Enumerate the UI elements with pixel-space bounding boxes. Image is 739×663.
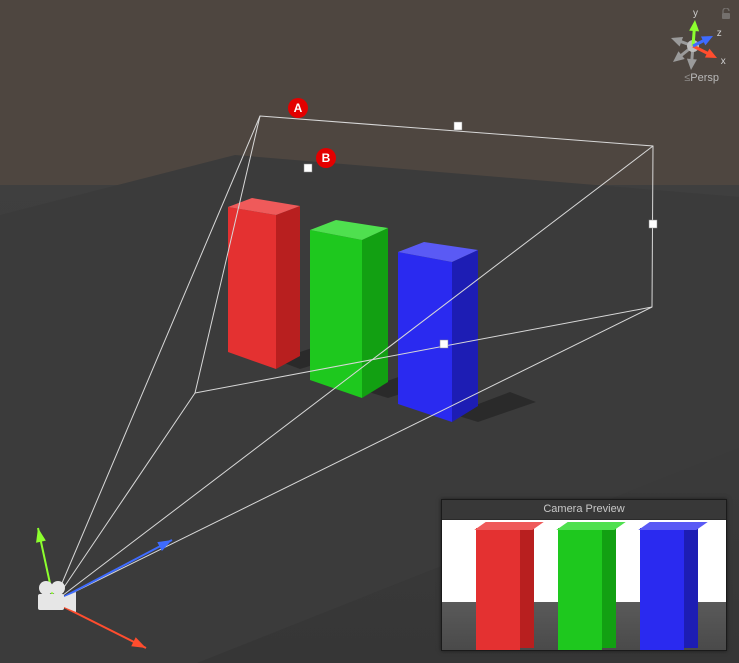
preview-bar-red: [476, 522, 536, 650]
marker-a[interactable]: A: [288, 98, 308, 118]
svg-text:y: y: [693, 8, 698, 19]
camera-preview-panel[interactable]: Camera Preview: [441, 499, 727, 651]
camera-preview-view: [442, 520, 726, 650]
sky-background: [0, 0, 739, 185]
projection-label[interactable]: ≤Persp: [684, 72, 719, 84]
preview-bar-blue: [640, 522, 700, 650]
scene-viewport[interactable]: A B x y z ≤Persp Camera Preview: [0, 0, 739, 663]
camera-preview-title: Camera Preview: [442, 500, 726, 520]
preview-bar-green: [558, 522, 618, 650]
marker-a-label: A: [294, 101, 303, 115]
svg-text:x: x: [721, 56, 726, 67]
marker-b-label: B: [322, 151, 331, 165]
marker-b[interactable]: B: [316, 148, 336, 168]
lock-open-icon[interactable]: [721, 8, 731, 20]
svg-text:z: z: [717, 28, 722, 39]
